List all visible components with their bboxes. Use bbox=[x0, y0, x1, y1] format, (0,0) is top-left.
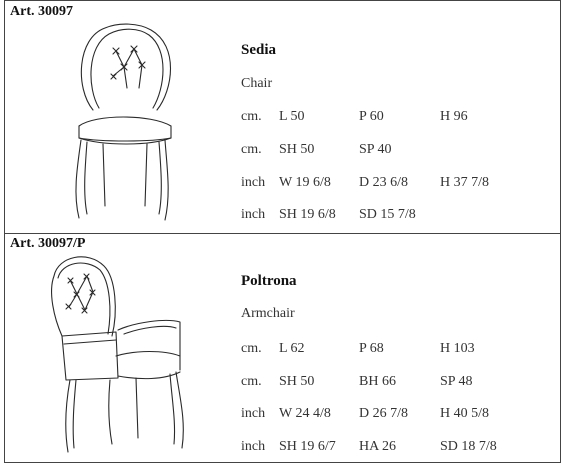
dimension-value: H 96 bbox=[440, 109, 468, 124]
product-name: Sedia bbox=[241, 42, 277, 58]
dimension-unit: cm. bbox=[241, 109, 262, 124]
dimension-value: SP 40 bbox=[359, 142, 392, 157]
armchair-sketch-icon bbox=[51, 256, 184, 453]
dimension-unit: inch bbox=[241, 175, 266, 190]
dimension-value: SD 18 7/8 bbox=[440, 439, 497, 454]
dimension-value: SP 48 bbox=[440, 374, 473, 389]
article-number: Art. 30097 bbox=[10, 4, 73, 19]
dimension-value: W 24 4/8 bbox=[279, 406, 331, 421]
row-divider bbox=[4, 233, 561, 234]
product-name: Poltrona bbox=[241, 273, 297, 289]
dimension-value: W 19 6/8 bbox=[279, 175, 331, 190]
dimension-unit: inch bbox=[241, 207, 266, 222]
dimension-value: L 50 bbox=[279, 109, 305, 124]
table-frame bbox=[4, 0, 561, 463]
dimension-value: P 68 bbox=[359, 341, 384, 356]
dimension-value: SH 19 6/7 bbox=[279, 439, 336, 454]
dimension-value: H 37 7/8 bbox=[440, 175, 489, 190]
dimension-value: H 103 bbox=[440, 341, 475, 356]
dimension-value: HA 26 bbox=[359, 439, 396, 454]
product-translation: Armchair bbox=[241, 306, 295, 321]
article-number: Art. 30097/P bbox=[10, 236, 86, 251]
dimension-unit: inch bbox=[241, 439, 266, 454]
dimension-value: D 23 6/8 bbox=[359, 175, 408, 190]
dimension-value: BH 66 bbox=[359, 374, 396, 389]
dimension-unit: cm. bbox=[241, 374, 262, 389]
dimension-value: D 26 7/8 bbox=[359, 406, 408, 421]
dimension-value: P 60 bbox=[359, 109, 384, 124]
dimension-value: L 62 bbox=[279, 341, 305, 356]
product-translation: Chair bbox=[241, 76, 273, 91]
dimension-value: SD 15 7/8 bbox=[359, 207, 416, 222]
dimension-unit: inch bbox=[241, 406, 266, 421]
dimension-value: H 40 5/8 bbox=[440, 406, 489, 421]
dimension-unit: cm. bbox=[241, 341, 262, 356]
dimension-value: SH 50 bbox=[279, 142, 315, 157]
dimension-value: SH 50 bbox=[279, 374, 315, 389]
dimension-unit: cm. bbox=[241, 142, 262, 157]
chair-sketch-icon bbox=[75, 23, 172, 221]
dimension-value: SH 19 6/8 bbox=[279, 207, 336, 222]
